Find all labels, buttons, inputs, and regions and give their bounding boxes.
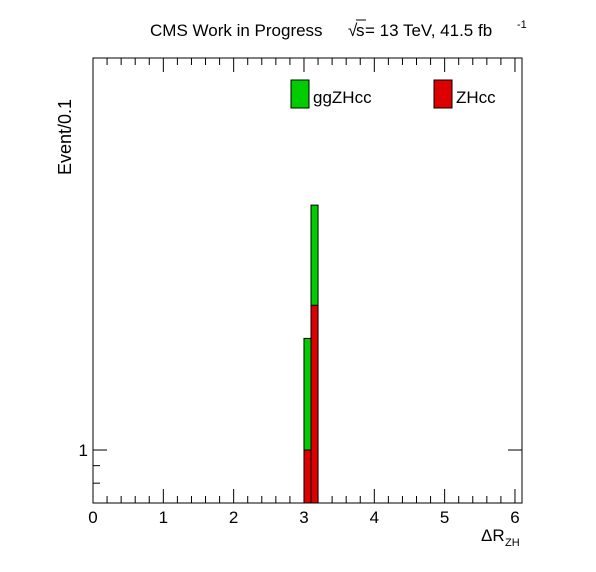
chart-header-sqrt: √ (348, 21, 358, 40)
chart-header-experiment: CMS Work in Progress (150, 21, 323, 40)
y-axis-label: Event/0.1 (55, 99, 75, 175)
x-tick-label: 1 (159, 508, 168, 527)
stack-outline-bin-1 (310, 204, 319, 504)
bar-ggZHcc-bin-1 (311, 205, 319, 306)
x-axis-label-subscript: ZH (505, 537, 520, 549)
x-tick-label: 5 (440, 508, 449, 527)
x-tick-label: 3 (299, 508, 308, 527)
x-axis-label: ΔR (481, 526, 505, 545)
legend-label-ZHcc: ZHcc (456, 88, 496, 107)
x-axis-ticks: 0 1 2 3 4 5 6 (88, 58, 520, 527)
x-tick-label: 4 (370, 508, 379, 527)
x-tick-label: 0 (88, 508, 97, 527)
chart-header-energy: = 13 TeV, 41.5 fb (365, 21, 492, 40)
chart-header-energy-s: s (356, 21, 365, 40)
legend-swatch-ggZHcc (290, 79, 310, 109)
legend-swatch-ZHcc (433, 79, 453, 109)
y-axis-ticks: 1 (79, 441, 522, 484)
bar-ggZHcc-bin-0 (303, 338, 312, 451)
outlines-layer (303, 204, 319, 504)
bar-ZHcc-bin-1 (311, 305, 319, 503)
y-tick-label: 1 (79, 441, 88, 460)
chart-header-lumi-exponent: -1 (517, 19, 527, 31)
x-tick-label: 6 (510, 508, 519, 527)
legend: ggZHcc ZHcc (290, 79, 496, 109)
bars-layer (303, 205, 319, 503)
legend-label-ggZHcc: ggZHcc (313, 88, 372, 107)
x-tick-label: 2 (229, 508, 238, 527)
bar-ZHcc-bin-0 (303, 450, 312, 503)
